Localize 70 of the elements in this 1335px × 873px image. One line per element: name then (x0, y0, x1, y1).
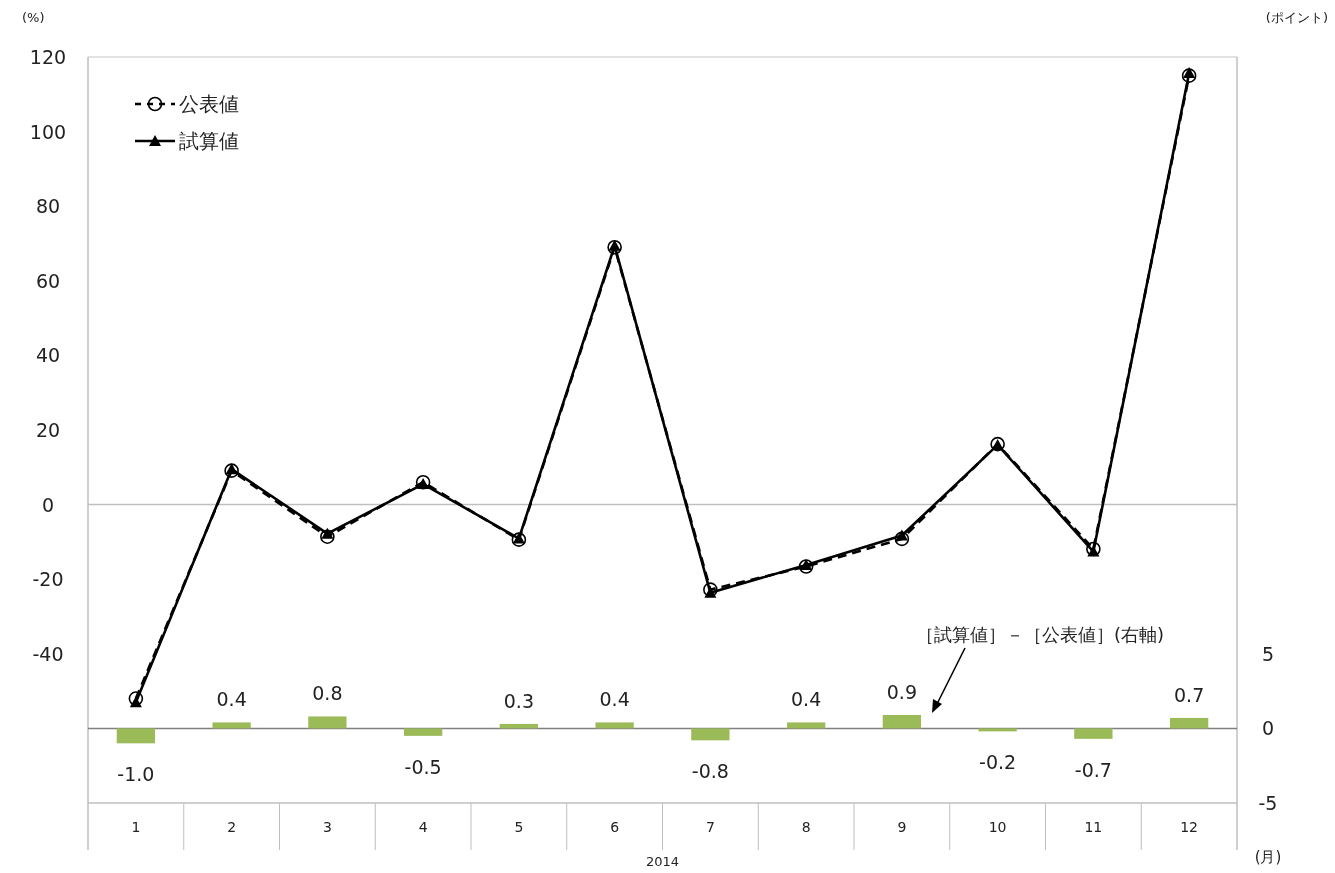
data-label: 0.4 (791, 688, 822, 711)
y-tick-label: 0 (41, 493, 55, 516)
x-tick-label: 11 (1084, 819, 1103, 835)
y-tick-label: 80 (35, 195, 61, 218)
point (1183, 67, 1196, 79)
legend-label: 試算値 (179, 129, 239, 153)
point (608, 239, 621, 251)
data-label: 0.4 (599, 688, 630, 711)
data-label: 0.7 (1174, 683, 1205, 706)
data-label: 0.8 (312, 682, 343, 705)
x-tick-label: 7 (705, 819, 715, 835)
point (1086, 541, 1101, 557)
y-tick-label: -20 (32, 568, 64, 591)
x-tick-label: 6 (610, 819, 620, 835)
y2-axis-title: (ポイント) (1265, 10, 1328, 25)
legend-label: 公表値 (179, 92, 239, 116)
bar (308, 716, 347, 729)
y-tick-label: 100 (29, 120, 67, 143)
point (1181, 68, 1197, 83)
x-axis-title: 2014 (645, 854, 680, 869)
data-label: 0.9 (886, 680, 917, 703)
bar (691, 728, 730, 741)
y2-tick-label: -5 (1258, 792, 1278, 814)
x-tick-label: 2 (227, 819, 237, 835)
x-tick-label: 12 (1180, 819, 1199, 835)
y-tick-label: -40 (32, 642, 64, 665)
x-tick-label: 9 (897, 819, 907, 835)
point (417, 478, 430, 490)
point (320, 529, 335, 544)
data-label: 0.4 (216, 688, 247, 711)
bar (403, 728, 443, 736)
annotation: ［試算値］－［公表値］(右軸) (915, 624, 1165, 645)
data-label: -0.2 (979, 751, 1017, 774)
y-tick-label: 60 (35, 269, 61, 292)
data-label: 0.3 (503, 689, 534, 712)
data-label: -0.7 (1074, 758, 1112, 781)
bar (786, 722, 826, 729)
bar (595, 722, 634, 729)
bar (116, 728, 156, 744)
bar (212, 722, 251, 729)
point (1087, 545, 1100, 557)
point (894, 531, 910, 547)
point (128, 691, 144, 706)
y2-tick-label: 0 (1261, 717, 1275, 740)
bar (978, 728, 1017, 732)
data-label: -0.5 (404, 755, 442, 778)
point (703, 582, 718, 597)
x-tick-label: 1 (131, 819, 141, 835)
y-tick-label: 120 (29, 46, 67, 68)
point (895, 529, 908, 541)
y2-tick-label: 5 (1261, 642, 1275, 665)
point (607, 239, 622, 255)
point (129, 696, 142, 708)
x-tick-label: 4 (418, 819, 428, 835)
y-tick-label: 40 (35, 344, 61, 367)
legend-item: 公表値 (135, 92, 239, 116)
x-tick-label: 8 (801, 819, 811, 835)
x-tick-label: 3 (322, 819, 332, 835)
x-tick-label: 5 (514, 819, 524, 835)
bar (882, 714, 922, 729)
text: (月) (1254, 848, 1282, 866)
y-tick-label: 20 (35, 419, 61, 441)
data-label: -1.0 (117, 763, 155, 786)
y-axis-title: (%) (22, 10, 45, 25)
data-label: -0.8 (691, 760, 729, 783)
point (321, 527, 334, 539)
legend-item: 試算値 (135, 129, 239, 153)
bar (1074, 728, 1113, 739)
bar (1169, 717, 1209, 729)
x-tick-label: 10 (988, 819, 1007, 835)
